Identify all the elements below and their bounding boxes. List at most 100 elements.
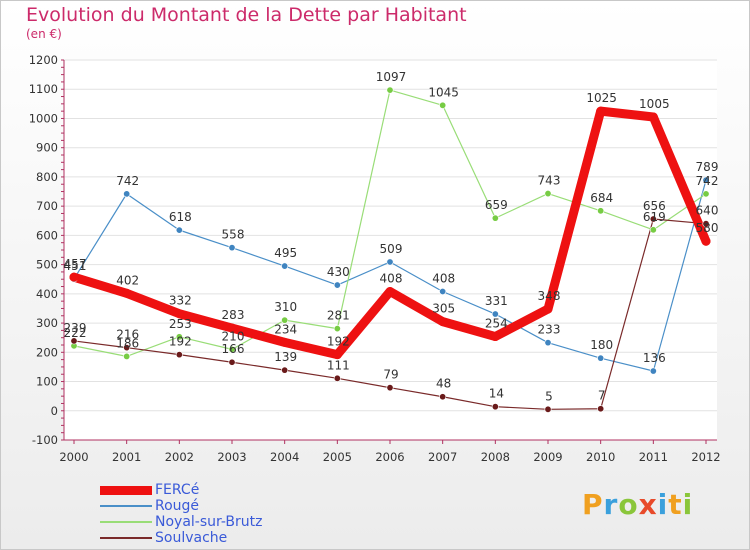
data-label-2-8: 14: [489, 387, 504, 401]
data-label-1-3: 210: [222, 329, 245, 343]
data-label-3-9: 348: [538, 289, 561, 303]
data-point-0-2: [175, 226, 183, 234]
data-point-0-11: [649, 367, 657, 375]
x-tick-label: 2003: [217, 450, 246, 464]
data-point-2-5: [333, 374, 341, 382]
y-tick-label: 900: [36, 141, 58, 155]
logo-letter: t: [668, 488, 683, 521]
y-tick-label: 1000: [29, 111, 58, 125]
data-point-0-3: [228, 244, 236, 252]
data-point-2-3: [228, 358, 236, 366]
data-point-1-8: [491, 214, 499, 222]
data-label-3-11: 1005: [639, 97, 670, 111]
x-tick-label: 2010: [586, 450, 615, 464]
data-point-0-4: [281, 262, 289, 270]
data-point-3-10: [596, 106, 606, 116]
data-label-0-6: 509: [380, 242, 403, 256]
data-point-1-9: [544, 190, 552, 198]
data-point-3-1: [122, 288, 132, 298]
data-label-0-10: 180: [590, 338, 613, 352]
data-label-2-7: 48: [436, 377, 451, 391]
y-tick-label: 0: [51, 404, 58, 418]
y-tick-label: -100: [32, 433, 58, 447]
data-point-3-7: [438, 317, 448, 327]
data-label-0-12: 789: [696, 160, 719, 174]
chart-subtitle: (en €): [26, 27, 62, 41]
data-label-1-9: 743: [538, 174, 561, 188]
data-point-0-9: [544, 339, 552, 347]
data-label-0-7: 408: [432, 272, 455, 286]
data-label-3-2: 332: [169, 294, 192, 308]
data-label-1-6: 1097: [376, 70, 407, 84]
data-point-3-4: [280, 337, 290, 347]
data-label-3-12: 580: [696, 221, 719, 235]
data-point-0-10: [597, 354, 605, 362]
data-label-2-0: 239: [64, 321, 87, 335]
data-label-3-3: 283: [222, 308, 245, 322]
legend-label: Rougé: [155, 498, 200, 514]
data-label-2-5: 111: [327, 358, 350, 372]
data-label-3-0: 457: [64, 257, 87, 271]
data-label-1-5: 281: [327, 309, 350, 323]
data-point-2-1: [123, 344, 131, 352]
data-label-3-8: 254: [485, 317, 508, 331]
data-point-3-12: [701, 236, 711, 246]
data-point-2-6: [386, 384, 394, 392]
data-label-1-0: 222: [64, 326, 87, 340]
data-point-1-4: [281, 316, 289, 324]
logo-letter: P: [582, 488, 604, 521]
data-point-2-8: [491, 403, 499, 411]
data-label-2-4: 139: [274, 350, 297, 364]
x-tick-label: 2009: [533, 450, 562, 464]
x-tick-label: 2007: [428, 450, 457, 464]
x-tick-label: 2008: [481, 450, 510, 464]
data-point-1-7: [439, 101, 447, 109]
data-point-0-7: [439, 288, 447, 296]
data-point-3-2: [174, 309, 184, 319]
data-point-1-5: [333, 325, 341, 333]
y-tick-label: 1200: [29, 53, 58, 67]
x-tick-label: 2000: [59, 450, 88, 464]
y-tick-label: 1100: [29, 82, 58, 96]
data-point-3-9: [543, 304, 553, 314]
data-point-1-12: [702, 190, 710, 198]
data-point-3-11: [648, 112, 658, 122]
y-tick-label: 100: [36, 375, 58, 389]
logo-letter: i: [682, 488, 694, 521]
data-label-2-1: 216: [116, 328, 139, 342]
data-label-3-7: 305: [432, 302, 455, 316]
data-point-3-8: [490, 332, 500, 342]
data-label-0-2: 618: [169, 210, 192, 224]
data-point-3-5: [332, 350, 342, 360]
legend-label: FERCé: [155, 482, 200, 498]
data-point-2-11: [649, 215, 657, 223]
data-label-3-5: 192: [327, 335, 350, 349]
data-point-3-0: [69, 272, 79, 282]
data-point-2-4: [281, 366, 289, 374]
data-label-3-10: 1025: [586, 91, 617, 105]
data-label-0-4: 495: [274, 246, 297, 260]
x-tick-label: 2002: [165, 450, 194, 464]
data-label-2-6: 79: [383, 368, 398, 382]
logo-letter: r: [603, 488, 619, 521]
x-tick-label: 2012: [691, 450, 720, 464]
data-label-3-6: 408: [380, 272, 403, 286]
y-tick-label: 600: [36, 228, 58, 242]
x-tick-label: 2004: [270, 450, 299, 464]
data-point-1-2: [175, 333, 183, 341]
data-point-2-2: [175, 351, 183, 359]
y-tick-label: 400: [36, 287, 58, 301]
data-label-1-10: 684: [590, 191, 613, 205]
data-point-2-12: [702, 220, 710, 228]
data-label-1-7: 1045: [428, 85, 459, 99]
data-label-2-12: 640: [696, 204, 719, 218]
plot-area: [64, 60, 717, 440]
proxiti-logo: Proxiti: [582, 488, 693, 521]
data-point-0-6: [386, 258, 394, 266]
data-label-1-12: 742: [696, 174, 719, 188]
logo-letter: o: [618, 488, 639, 521]
data-point-1-10: [597, 207, 605, 215]
data-point-0-1: [123, 190, 131, 198]
data-label-0-3: 558: [222, 228, 245, 242]
